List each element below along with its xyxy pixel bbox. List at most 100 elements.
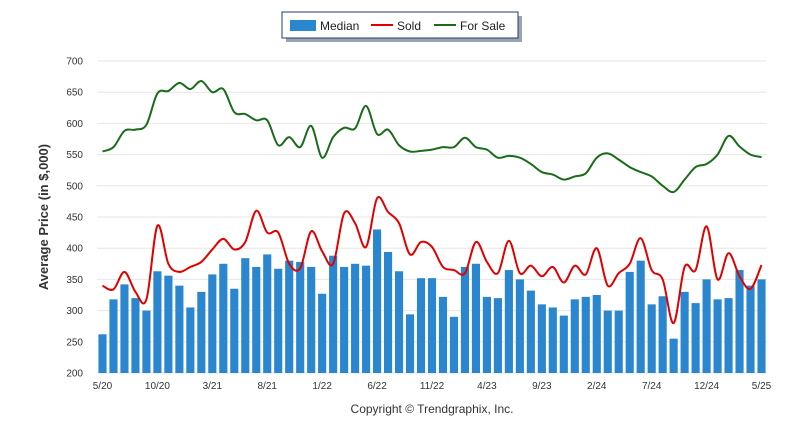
median-bar <box>109 299 118 373</box>
median-bar <box>592 295 601 373</box>
median-bar <box>164 275 173 373</box>
median-bar <box>329 255 338 373</box>
median-bar <box>526 290 535 373</box>
y-tick-label: 700 <box>66 57 83 68</box>
median-bar <box>153 271 162 373</box>
median-bar <box>669 338 678 373</box>
median-bar <box>482 296 491 373</box>
median-bar <box>691 303 700 373</box>
y-tick-label: 550 <box>66 150 83 161</box>
median-bar <box>449 316 459 373</box>
median-bar <box>614 310 623 373</box>
median-bar <box>252 266 261 373</box>
for-sale-line <box>102 79 762 194</box>
x-tick-label: 7/24 <box>642 381 662 392</box>
x-tick-label: 3/21 <box>203 381 223 392</box>
median-bar <box>98 334 107 373</box>
y-tick-label: 250 <box>66 337 83 348</box>
median-bar <box>735 270 744 373</box>
median-bar <box>318 293 327 373</box>
median-bar <box>230 288 239 373</box>
x-tick-label: 1/22 <box>312 381 332 392</box>
median-bar <box>603 310 612 373</box>
x-tick-label: 10/20 <box>145 381 170 392</box>
y-tick-label: 500 <box>66 181 83 192</box>
median-bar <box>373 229 382 373</box>
x-tick-label: 5/25 <box>752 381 772 392</box>
y-tick-label: 200 <box>66 369 83 380</box>
median-bar <box>658 296 667 373</box>
x-tick-label: 5/20 <box>93 381 113 392</box>
x-tick-label: 2/24 <box>587 381 607 392</box>
median-bar <box>581 296 590 373</box>
median-bar <box>405 314 415 373</box>
median-bar <box>647 304 656 373</box>
median-bar <box>636 260 645 373</box>
median-bar <box>219 263 228 373</box>
sold-line <box>102 196 763 325</box>
legend: Median Sold For Sale <box>281 11 522 42</box>
median-bar <box>702 279 711 373</box>
legend-sold-label: Sold <box>397 19 421 33</box>
median-bar <box>384 251 393 373</box>
line-layer <box>102 79 763 325</box>
median-bar <box>197 291 206 373</box>
median-bar <box>680 291 689 373</box>
median-bar <box>394 271 404 373</box>
median-bar <box>625 271 634 373</box>
x-tick-label: 8/21 <box>258 381 278 392</box>
median-bar <box>438 296 448 373</box>
median-bar <box>548 307 557 373</box>
median-bar <box>559 315 568 373</box>
copyright-text: Copyright © Trendgraphix, Inc. <box>351 402 514 416</box>
x-tick-label: 6/22 <box>367 381 387 392</box>
x-tick-label: 9/23 <box>532 381 552 392</box>
median-bar <box>307 266 316 373</box>
median-bar <box>274 268 283 373</box>
y-tick-label: 450 <box>66 213 83 224</box>
y-tick-label: 400 <box>66 244 83 255</box>
median-bar <box>713 299 722 373</box>
legend-for-sale-label: For Sale <box>460 19 506 33</box>
median-bar <box>263 254 272 373</box>
legend-median-label: Median <box>320 19 359 33</box>
legend-median-swatch <box>290 20 316 31</box>
y-tick-label: 650 <box>66 88 83 99</box>
median-bar <box>515 279 524 373</box>
median-bar <box>340 266 349 373</box>
median-bar <box>537 304 546 373</box>
median-bar <box>746 285 755 373</box>
median-bar <box>504 270 513 373</box>
median-bar <box>208 274 217 373</box>
median-bar <box>570 299 579 373</box>
median-bar <box>471 263 480 373</box>
median-bar <box>351 263 360 373</box>
y-axis-title: Average Price (in $,000) <box>36 144 51 290</box>
median-bar <box>757 279 766 373</box>
bar-layer <box>98 229 766 373</box>
median-bar <box>120 284 129 373</box>
median-bar <box>241 258 250 373</box>
y-tick-label: 300 <box>66 306 83 317</box>
y-tick-labels: 200 250 300 350 400 450 500 550 600 650 700 <box>66 57 83 380</box>
median-bar <box>186 307 195 373</box>
median-bar <box>175 285 184 373</box>
y-tick-label: 350 <box>66 275 83 286</box>
median-bar <box>416 278 426 373</box>
median-bar <box>131 298 140 373</box>
median-bar <box>296 261 305 373</box>
median-bar <box>427 278 437 373</box>
median-bar <box>724 298 733 373</box>
median-bar <box>285 260 294 373</box>
median-bar <box>362 265 371 373</box>
median-bar <box>460 266 470 373</box>
median-bar <box>493 298 502 373</box>
y-tick-label: 600 <box>66 119 83 130</box>
legend-box <box>281 11 519 39</box>
median-bar <box>142 310 151 373</box>
x-tick-label: 12/24 <box>694 381 719 392</box>
x-tick-labels: 5/20 10/20 3/21 8/21 1/22 6/22 11/22 4/23 9/23 2/… <box>93 381 772 392</box>
x-tick-label: 11/22 <box>420 381 445 392</box>
x-tick-label: 4/23 <box>477 381 497 392</box>
